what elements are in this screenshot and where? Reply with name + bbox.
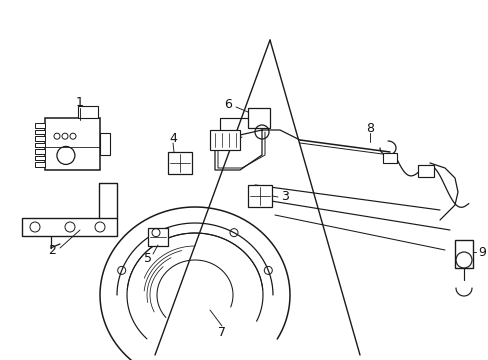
Bar <box>35 136 45 140</box>
Bar <box>247 108 269 128</box>
Bar <box>78 106 98 118</box>
Bar <box>100 133 110 155</box>
Text: 5: 5 <box>143 252 152 265</box>
Bar <box>148 228 168 246</box>
Bar <box>417 165 433 177</box>
Text: 2: 2 <box>48 243 56 256</box>
Text: 8: 8 <box>365 122 373 135</box>
Bar <box>247 185 271 207</box>
Text: 6: 6 <box>224 99 231 112</box>
Bar <box>35 162 45 166</box>
Bar <box>35 143 45 147</box>
Text: 1: 1 <box>76 96 84 109</box>
Bar <box>168 152 192 174</box>
Bar <box>35 149 45 153</box>
Text: 4: 4 <box>169 131 177 144</box>
Bar <box>209 130 240 150</box>
Bar <box>22 218 117 236</box>
Bar <box>35 123 45 127</box>
Text: 7: 7 <box>218 325 225 338</box>
Bar <box>45 118 100 170</box>
Bar <box>454 240 472 268</box>
Bar <box>35 130 45 134</box>
Text: 3: 3 <box>281 190 288 203</box>
Bar <box>35 156 45 160</box>
Bar <box>382 153 396 163</box>
Text: 9: 9 <box>477 246 485 258</box>
